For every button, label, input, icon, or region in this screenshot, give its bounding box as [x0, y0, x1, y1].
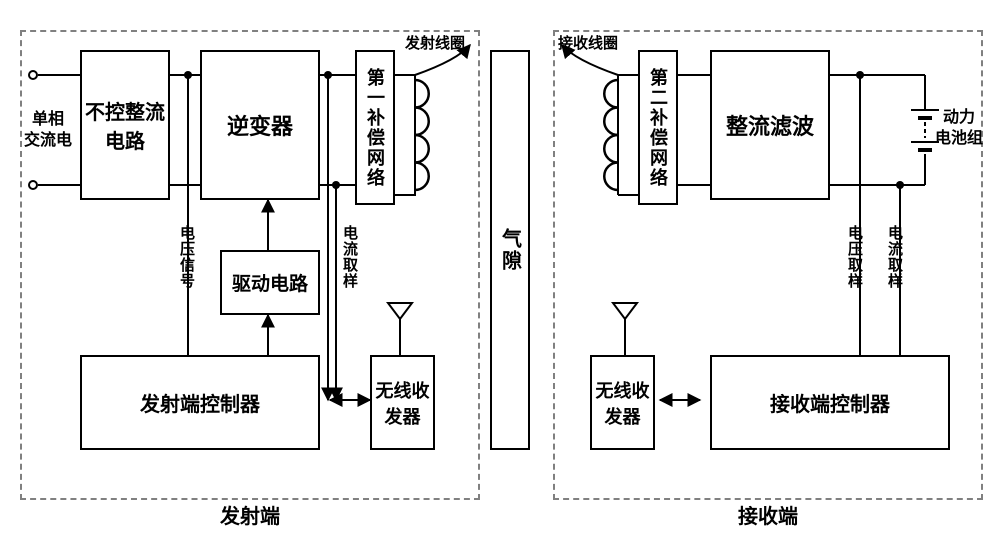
label-ac_in: 单相 交流电	[24, 110, 72, 152]
block-txrf: 无线收发器	[370, 355, 435, 450]
block-gap: 气隙	[490, 50, 530, 450]
block-txctrl: 发射端控制器	[80, 355, 320, 450]
label-rx_coil: 接收线圈	[558, 34, 618, 54]
block-rxctrl: 接收端控制器	[710, 355, 950, 450]
block-comp2: 第二补偿网络	[638, 50, 678, 205]
input-terminal-1	[28, 180, 38, 190]
block-rxrf: 无线收发器	[590, 355, 655, 450]
block-inv: 逆变器	[200, 50, 320, 200]
block-filt: 整流滤波	[710, 50, 830, 200]
label-v_samp2: 电压取样	[844, 225, 865, 289]
block-comp1: 第一补偿网络	[355, 50, 395, 205]
label-i_samp2: 电流取样	[884, 225, 905, 289]
tx-panel-label: 发射端	[20, 504, 480, 530]
label-v_sig: 电压信号	[176, 225, 197, 289]
input-terminal-0	[28, 70, 38, 80]
label-i_samp1: 电流取样	[339, 225, 360, 289]
label-battery: 动力 电池组	[935, 108, 983, 150]
label-tx_coil: 发射线圈	[405, 34, 465, 54]
block-rect: 不控整流电路	[80, 50, 170, 200]
rx-panel-label: 接收端	[553, 504, 983, 530]
block-driver: 驱动电路	[220, 250, 320, 315]
